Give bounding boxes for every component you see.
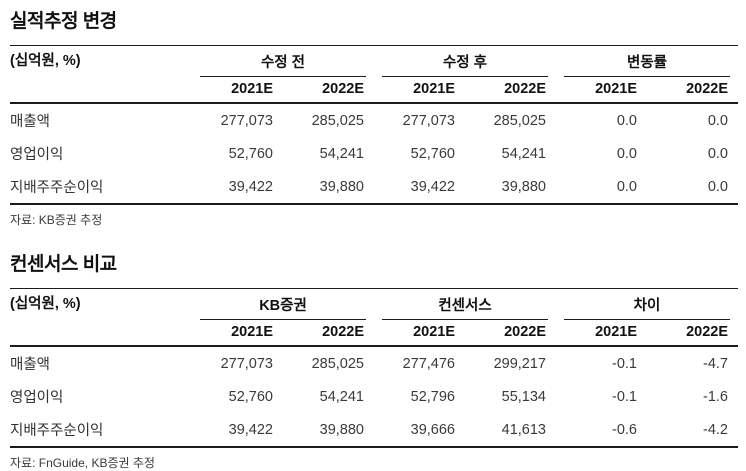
source-note: 자료: KB증권 추정 xyxy=(10,213,103,227)
cell-value: 277,073 xyxy=(402,112,455,129)
year-header-row: 2021E 2022E 2021E 2022E 2021E 2022E xyxy=(10,77,738,104)
cell-value: 52,760 xyxy=(410,145,455,162)
group-header-difference: 차이 xyxy=(556,289,738,320)
cell-value: 0.0 xyxy=(647,170,738,205)
table-row: 지배주주순이익 39,422 39,880 39,666 41,613 -0.6… xyxy=(10,413,738,448)
cell-value: 0.0 xyxy=(616,145,637,162)
cell-value: 39,422 xyxy=(192,170,283,205)
row-label: 매출액 xyxy=(10,114,51,130)
earnings-revision-table: (십억원, %) 수정 전 수정 후 변동률 2021E 2022E 2021E… xyxy=(10,45,738,205)
cell-value: 0.0 xyxy=(707,145,728,162)
cell-value: 0.0 xyxy=(556,170,647,205)
cell-value: 285,025 xyxy=(493,112,546,129)
row-label: 영업이익 xyxy=(10,390,64,406)
cell-value: 41,613 xyxy=(465,413,556,448)
page-title: 컨센서스 비교 xyxy=(10,254,117,275)
group-header-change: 변동률 xyxy=(556,46,738,77)
col-header: 2022E xyxy=(283,320,374,347)
cell-value: 54,241 xyxy=(319,145,364,162)
empty-header-cell xyxy=(10,320,192,347)
group-header-kb: KB증권 xyxy=(192,289,374,320)
group-header-row: (십억원, %) 수정 전 수정 후 변동률 xyxy=(10,46,738,77)
cell-value: 277,073 xyxy=(220,355,273,372)
cell-value: 55,134 xyxy=(501,388,546,405)
cell-value: 52,760 xyxy=(228,388,273,405)
col-header: 2021E xyxy=(192,320,283,347)
col-header: 2021E xyxy=(556,77,647,104)
table-row: 영업이익 52,760 54,241 52,796 55,134 -0.1 -1… xyxy=(10,380,738,413)
consensus-comparison-section: 컨센서스 비교 (십억원, %) KB증권 컨센서스 차이 2021E 2022… xyxy=(10,255,738,471)
cell-value: 39,666 xyxy=(374,413,465,448)
col-header: 2022E xyxy=(465,77,556,104)
row-label: 지배주주순이익 xyxy=(10,170,192,205)
col-header: 2021E xyxy=(556,320,647,347)
col-header: 2022E xyxy=(283,77,374,104)
cell-value: 0.0 xyxy=(707,112,728,129)
cell-value: 285,025 xyxy=(311,355,364,372)
group-header-consensus: 컨센서스 xyxy=(374,289,556,320)
cell-value: 39,422 xyxy=(374,170,465,205)
cell-value: -4.2 xyxy=(647,413,738,448)
cell-value: 39,880 xyxy=(283,413,374,448)
consensus-comparison-table: (십억원, %) KB증권 컨센서스 차이 2021E 2022E 2021E … xyxy=(10,288,738,448)
group-header-after: 수정 후 xyxy=(374,46,556,77)
cell-value: 39,880 xyxy=(465,170,556,205)
col-header: 2022E xyxy=(647,77,738,104)
source-note: 자료: FnGuide, KB증권 추정 xyxy=(10,456,155,470)
col-header: 2021E xyxy=(374,77,465,104)
row-label: 지배주주순이익 xyxy=(10,413,192,448)
cell-value: 52,760 xyxy=(228,145,273,162)
cell-value: -4.7 xyxy=(703,355,728,372)
group-header-row: (십억원, %) KB증권 컨센서스 차이 xyxy=(10,289,738,320)
empty-header-cell xyxy=(10,77,192,104)
cell-value: 285,025 xyxy=(311,112,364,129)
cell-value: 277,476 xyxy=(402,355,455,372)
cell-value: 299,217 xyxy=(493,355,546,372)
cell-value: -0.1 xyxy=(612,388,637,405)
cell-value: -0.1 xyxy=(612,355,637,372)
table-row: 영업이익 52,760 54,241 52,760 54,241 0.0 0.0 xyxy=(10,137,738,170)
unit-label: (십억원, %) xyxy=(10,53,81,69)
group-header-before: 수정 전 xyxy=(192,46,374,77)
table-row: 매출액 277,073 285,025 277,073 285,025 0.0 … xyxy=(10,103,738,137)
cell-value: -1.6 xyxy=(703,388,728,405)
cell-value: 54,241 xyxy=(319,388,364,405)
cell-value: 0.0 xyxy=(616,112,637,129)
col-header: 2022E xyxy=(465,320,556,347)
cell-value: 39,880 xyxy=(283,170,374,205)
page-title: 실적추정 변경 xyxy=(10,11,117,32)
cell-value: 277,073 xyxy=(220,112,273,129)
cell-value: -0.6 xyxy=(556,413,647,448)
earnings-revision-section: 실적추정 변경 (십억원, %) 수정 전 수정 후 변동률 2021E 202… xyxy=(10,12,738,228)
row-label: 매출액 xyxy=(10,357,51,373)
unit-label: (십억원, %) xyxy=(10,296,81,312)
table-row: 지배주주순이익 39,422 39,880 39,422 39,880 0.0 … xyxy=(10,170,738,205)
table-row: 매출액 277,073 285,025 277,476 299,217 -0.1… xyxy=(10,346,738,380)
year-header-row: 2021E 2022E 2021E 2022E 2021E 2022E xyxy=(10,320,738,347)
cell-value: 54,241 xyxy=(501,145,546,162)
col-header: 2021E xyxy=(192,77,283,104)
cell-value: 39,422 xyxy=(192,413,283,448)
col-header: 2022E xyxy=(647,320,738,347)
cell-value: 52,796 xyxy=(410,388,455,405)
col-header: 2021E xyxy=(374,320,465,347)
row-label: 영업이익 xyxy=(10,147,64,163)
